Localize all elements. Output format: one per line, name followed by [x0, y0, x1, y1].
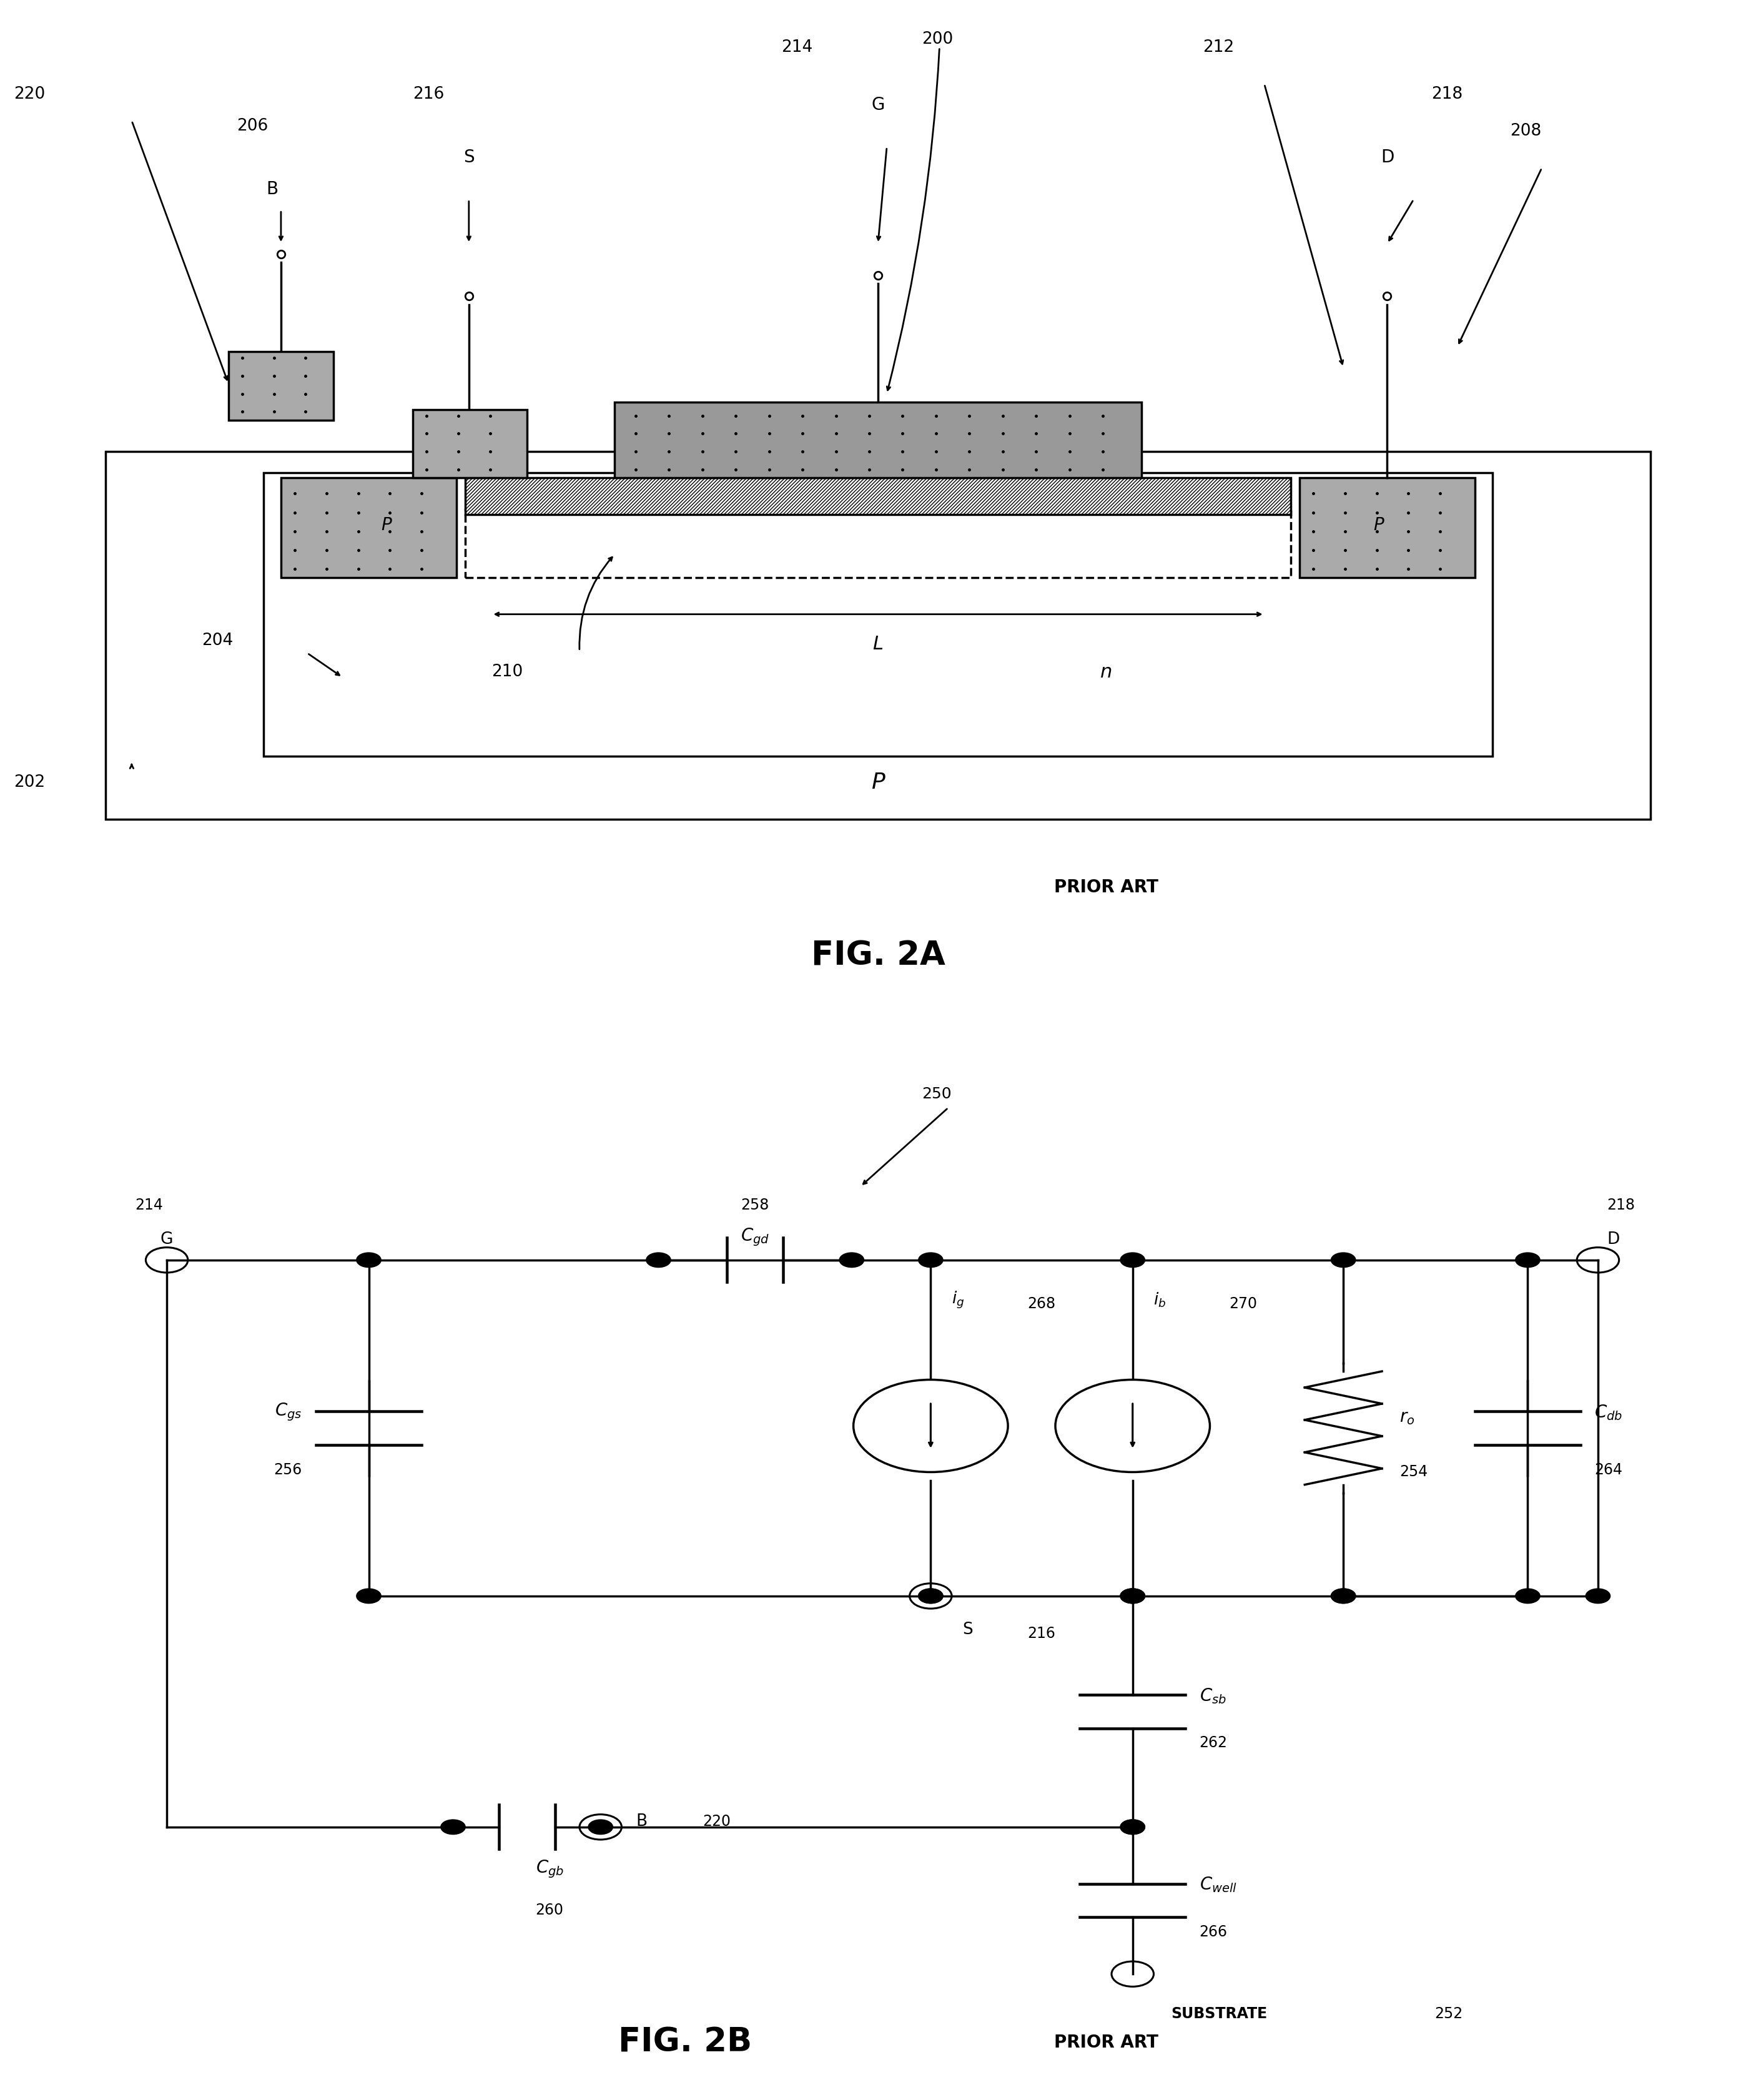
Circle shape [1120, 1252, 1145, 1266]
Text: P: P [1373, 517, 1384, 533]
Text: 210: 210 [492, 664, 523, 680]
Circle shape [918, 1588, 943, 1604]
Text: PRIOR ART: PRIOR ART [1054, 878, 1159, 897]
Circle shape [1120, 1819, 1145, 1835]
Text: D: D [1380, 149, 1394, 166]
Text: 204: 204 [202, 632, 234, 649]
Bar [413, 410, 527, 477]
Circle shape [918, 1252, 943, 1266]
Text: FIG. 2A: FIG. 2A [811, 939, 945, 972]
Text: 264: 264 [1594, 1462, 1623, 1478]
Bar [263, 473, 1493, 756]
Bar [228, 351, 334, 420]
Text: 208: 208 [1510, 124, 1542, 139]
Text: 268: 268 [1027, 1296, 1055, 1312]
Circle shape [441, 1819, 465, 1835]
Bar [615, 401, 1141, 477]
Text: 262: 262 [1199, 1735, 1227, 1751]
Text: S: S [464, 149, 474, 166]
Circle shape [1586, 1588, 1610, 1604]
Text: n: n [1101, 664, 1112, 680]
Text: 270: 270 [1229, 1296, 1257, 1312]
Text: 214: 214 [781, 40, 813, 55]
Text: 220: 220 [702, 1814, 730, 1829]
Text: 220: 220 [14, 86, 46, 103]
Bar [1299, 477, 1475, 578]
Text: FIG. 2B: FIG. 2B [618, 2026, 752, 2058]
Text: G: G [160, 1231, 174, 1247]
Text: P: P [381, 517, 392, 533]
Bar [105, 451, 1651, 819]
Text: 254: 254 [1400, 1464, 1428, 1480]
Bar [281, 477, 457, 578]
Circle shape [1331, 1252, 1356, 1266]
Bar [465, 477, 1291, 514]
Text: 200: 200 [922, 32, 954, 48]
Text: $i_b$: $i_b$ [1154, 1292, 1166, 1308]
Circle shape [1515, 1588, 1540, 1604]
Text: 216: 216 [1027, 1625, 1055, 1642]
Text: $C_{gd}$: $C_{gd}$ [741, 1226, 769, 1247]
Circle shape [839, 1252, 864, 1266]
Text: 216: 216 [413, 86, 444, 103]
Text: $C_{gb}$: $C_{gb}$ [536, 1858, 564, 1880]
Text: 256: 256 [274, 1462, 302, 1478]
Text: P: P [871, 771, 885, 794]
Circle shape [1515, 1252, 1540, 1266]
Text: B: B [267, 181, 277, 197]
Text: PRIOR ART: PRIOR ART [1054, 2033, 1159, 2052]
Circle shape [1120, 1588, 1145, 1604]
Circle shape [1120, 1588, 1145, 1604]
Text: G: G [871, 97, 885, 113]
Text: 252: 252 [1435, 2006, 1463, 2022]
Circle shape [918, 1588, 943, 1604]
Text: $r_o$: $r_o$ [1400, 1409, 1415, 1426]
Circle shape [646, 1252, 671, 1266]
Circle shape [1120, 1819, 1145, 1835]
Text: 212: 212 [1203, 40, 1234, 55]
Text: $C_{db}$: $C_{db}$ [1594, 1403, 1623, 1422]
Text: $C_{sb}$: $C_{sb}$ [1199, 1686, 1226, 1705]
Text: SUBSTRATE: SUBSTRATE [1171, 2006, 1268, 2022]
Text: 250: 250 [922, 1086, 952, 1102]
Text: L: L [873, 634, 883, 653]
Text: 214: 214 [135, 1197, 163, 1214]
Text: S: S [962, 1621, 973, 1638]
Circle shape [356, 1252, 381, 1266]
Text: B: B [636, 1814, 646, 1829]
Text: 218: 218 [1431, 86, 1463, 103]
Bar [465, 508, 1291, 578]
Text: $C_{well}$: $C_{well}$ [1199, 1875, 1236, 1894]
Text: 258: 258 [741, 1197, 769, 1214]
Circle shape [356, 1588, 381, 1604]
Circle shape [1331, 1588, 1356, 1604]
Circle shape [1120, 1588, 1145, 1604]
Text: $C_{gs}$: $C_{gs}$ [276, 1403, 302, 1422]
Text: $i_g$: $i_g$ [952, 1289, 964, 1310]
Circle shape [1331, 1588, 1356, 1604]
Text: 206: 206 [237, 118, 269, 134]
Text: D: D [1607, 1231, 1619, 1247]
Text: 260: 260 [536, 1903, 564, 1917]
Circle shape [588, 1819, 613, 1835]
Text: 202: 202 [14, 775, 46, 790]
Text: 218: 218 [1607, 1197, 1635, 1214]
Text: 266: 266 [1199, 1924, 1227, 1940]
